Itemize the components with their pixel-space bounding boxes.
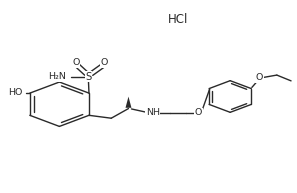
Text: O: O <box>72 58 80 67</box>
Text: HO: HO <box>8 88 22 97</box>
Text: O: O <box>195 108 202 117</box>
Text: H₂N: H₂N <box>48 72 66 81</box>
Text: HCl: HCl <box>168 13 188 26</box>
Text: O: O <box>256 74 263 82</box>
Text: S: S <box>85 72 91 82</box>
Text: NH: NH <box>146 108 160 117</box>
Text: O: O <box>100 58 108 67</box>
Polygon shape <box>126 96 132 108</box>
